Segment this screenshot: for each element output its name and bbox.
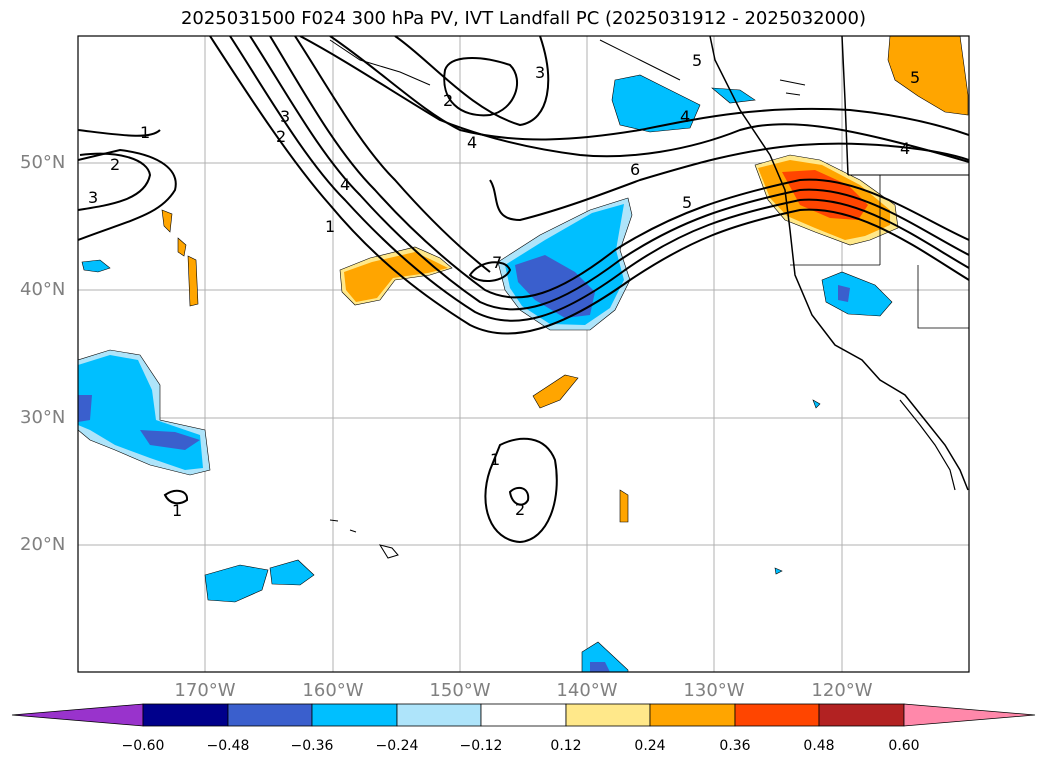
contour-label: 4 — [680, 107, 690, 126]
lon-label: 160°W — [302, 680, 364, 701]
contour-label: 1 — [172, 501, 182, 520]
map-frame — [77, 35, 970, 673]
colorbar — [11, 703, 1036, 727]
contour-label: 5 — [692, 51, 702, 70]
contour-label: 4 — [900, 139, 910, 158]
contour-label: 1 — [490, 450, 500, 469]
colorbar-tick-label: 0.60 — [888, 738, 920, 754]
lon-label: 170°W — [174, 680, 236, 701]
colorbar-tick-label: −0.12 — [459, 738, 503, 754]
colorbar-extend-max — [903, 703, 1036, 727]
lon-label: 150°W — [429, 680, 491, 701]
contour-label: 5 — [682, 193, 692, 212]
colorbar-extend-min — [11, 703, 144, 727]
map-title: 2025031500 F024 300 hPa PV, IVT Landfall… — [180, 8, 867, 29]
lon-label: 130°W — [683, 680, 745, 701]
shaded-anomalies — [78, 36, 969, 672]
pv-contours — [78, 36, 969, 544]
contour-label: 2 — [276, 127, 286, 146]
contour-label: 4 — [340, 175, 350, 194]
contour-label: 1 — [325, 217, 335, 236]
colorbar-tick-label: 0.48 — [803, 738, 835, 754]
contour-label: 2 — [515, 500, 525, 519]
lat-label: 50°N — [20, 152, 66, 173]
contour-label: 3 — [88, 188, 98, 207]
contour-label: 3 — [280, 107, 290, 126]
contour-label: 6 — [630, 160, 640, 179]
plot-area: 2 3 1 3 2 4 1 2 3 4 6 5 7 5 4 5 4 1 2 1 — [78, 36, 969, 672]
contour-label: 5 — [910, 68, 920, 87]
colorbar-tick-label: −0.24 — [375, 738, 419, 754]
colorbar-tick-label: −0.60 — [121, 738, 165, 754]
lat-label: 30°N — [20, 407, 66, 428]
lon-label: 120°W — [811, 680, 873, 701]
coastlines — [329, 36, 969, 559]
contour-label: 4 — [467, 133, 477, 152]
lat-label: 40°N — [20, 279, 66, 300]
lat-label: 20°N — [20, 534, 66, 555]
contour-label: 2 — [110, 155, 120, 174]
colorbar-tick-label: 0.36 — [719, 738, 751, 754]
lon-label: 140°W — [556, 680, 618, 701]
contour-label: 3 — [535, 63, 545, 82]
colorbar-tick-label: 0.24 — [634, 738, 666, 754]
colorbar-tick-label: −0.36 — [290, 738, 334, 754]
colorbar-tick-label: −0.48 — [206, 738, 250, 754]
contour-labels: 2 3 1 3 2 4 1 2 3 4 6 5 7 5 4 5 4 1 2 1 — [88, 51, 920, 520]
contour-label: 2 — [443, 91, 453, 110]
contour-label: 1 — [140, 123, 150, 142]
colorbar-tick-label: 0.12 — [550, 738, 582, 754]
contour-label: 7 — [492, 253, 502, 272]
